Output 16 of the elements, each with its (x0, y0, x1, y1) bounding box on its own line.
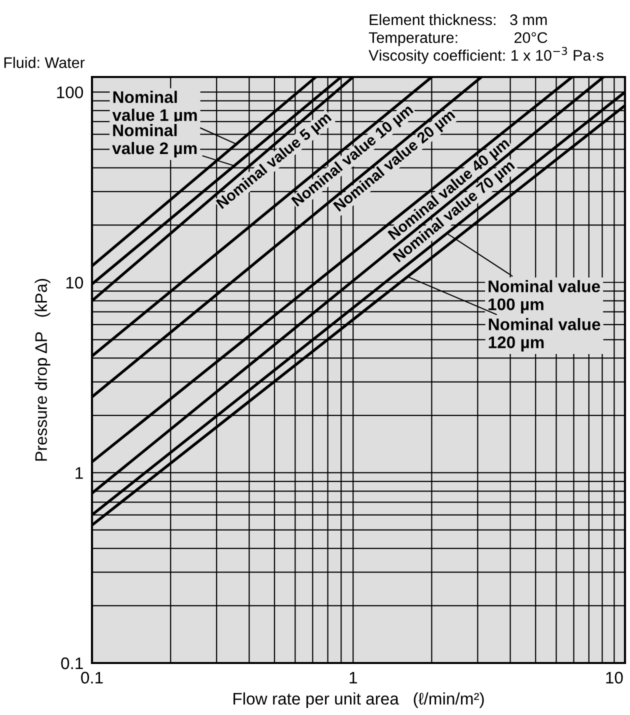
text: Element thickness: 3 mm (370, 14, 547, 26)
y-tick-label: 100 (57, 86, 84, 98)
annotation: Nominal value 2 µm (112, 124, 197, 158)
x-tick-label: 1 (350, 672, 357, 684)
text: Viscosity coefficient: 1 x 10$^{−3}$ Pa·s (368, 46, 604, 64)
text: Fluid: Water (4, 56, 85, 68)
x-tick-label: 0.1 (81, 672, 103, 684)
x-tick-label: 10 (606, 672, 623, 684)
y-axis-title: Pressure drop ΔP (kPa) (34, 279, 50, 461)
y-tick-label: 0.1 (61, 657, 83, 670)
annotation: Nominal value 100 µm (488, 280, 600, 314)
text: Temperature: 20°C (368, 32, 548, 46)
y-tick-label: 1 (76, 467, 83, 479)
y-tick-label: 10 (66, 276, 84, 289)
annotation: Nominal value 120 µm (488, 318, 600, 352)
x-axis-title: Flow rate per unit area (ℓ/min/m²) (234, 692, 484, 708)
